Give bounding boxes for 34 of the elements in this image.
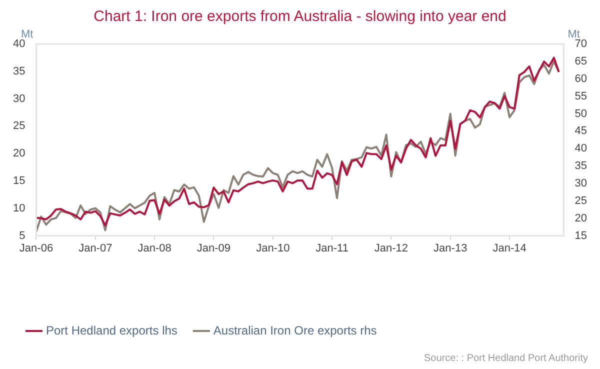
y2-tick-label: 25	[574, 194, 588, 207]
source-note: Source: : Port Hedland Port Authority	[424, 353, 588, 364]
x-tick-label: Jan-08	[138, 242, 172, 254]
x-tick-label: Jan-13	[434, 242, 468, 254]
x-tick-label: Jan-11	[316, 242, 348, 254]
y2-tick-label: 20	[574, 212, 588, 224]
chart-title: Chart 1: Iron ore exports from Australia - slowing into year end	[94, 8, 506, 26]
y2-tick-label: 50	[574, 108, 588, 120]
y-tick-label: 15	[12, 175, 26, 188]
y-tick-label: 25	[12, 120, 26, 132]
x-tick-label: Jan-12	[374, 242, 408, 254]
y-tick-label: 35	[12, 65, 26, 78]
y2-tick-label: 60	[574, 72, 588, 85]
y-tick-label: 20	[12, 148, 26, 160]
y2-tick-label: 65	[574, 55, 588, 68]
y-axis-title: Mt	[21, 28, 34, 41]
y2-tick-label: 35	[574, 160, 588, 172]
x-tick-label: Jan-07	[78, 242, 112, 254]
x-tick-label: Jan-09	[196, 242, 231, 254]
y-tick-label: 5	[19, 230, 26, 242]
legend-label: Australian Iron Ore exports rhs	[213, 323, 377, 338]
y2-tick-label: 55	[574, 90, 588, 102]
legend-label: Port Hedland exports lhs	[46, 323, 178, 338]
x-tick-label: Jan-14	[492, 242, 526, 254]
y2-tick-label: 40	[574, 142, 588, 155]
y-tick-label: 30	[12, 92, 26, 105]
y-tick-label: 10	[12, 202, 26, 214]
y2-tick-label: 70	[574, 38, 588, 50]
x-tick-label: Jan-06	[19, 242, 54, 254]
y2-tick-label: 30	[574, 178, 588, 190]
x-tick-label: Jan-10	[256, 242, 290, 254]
y-tick-label: 40	[12, 38, 26, 50]
y2-tick-label: 45	[574, 125, 588, 138]
y2-tick-label: 15	[574, 230, 588, 242]
